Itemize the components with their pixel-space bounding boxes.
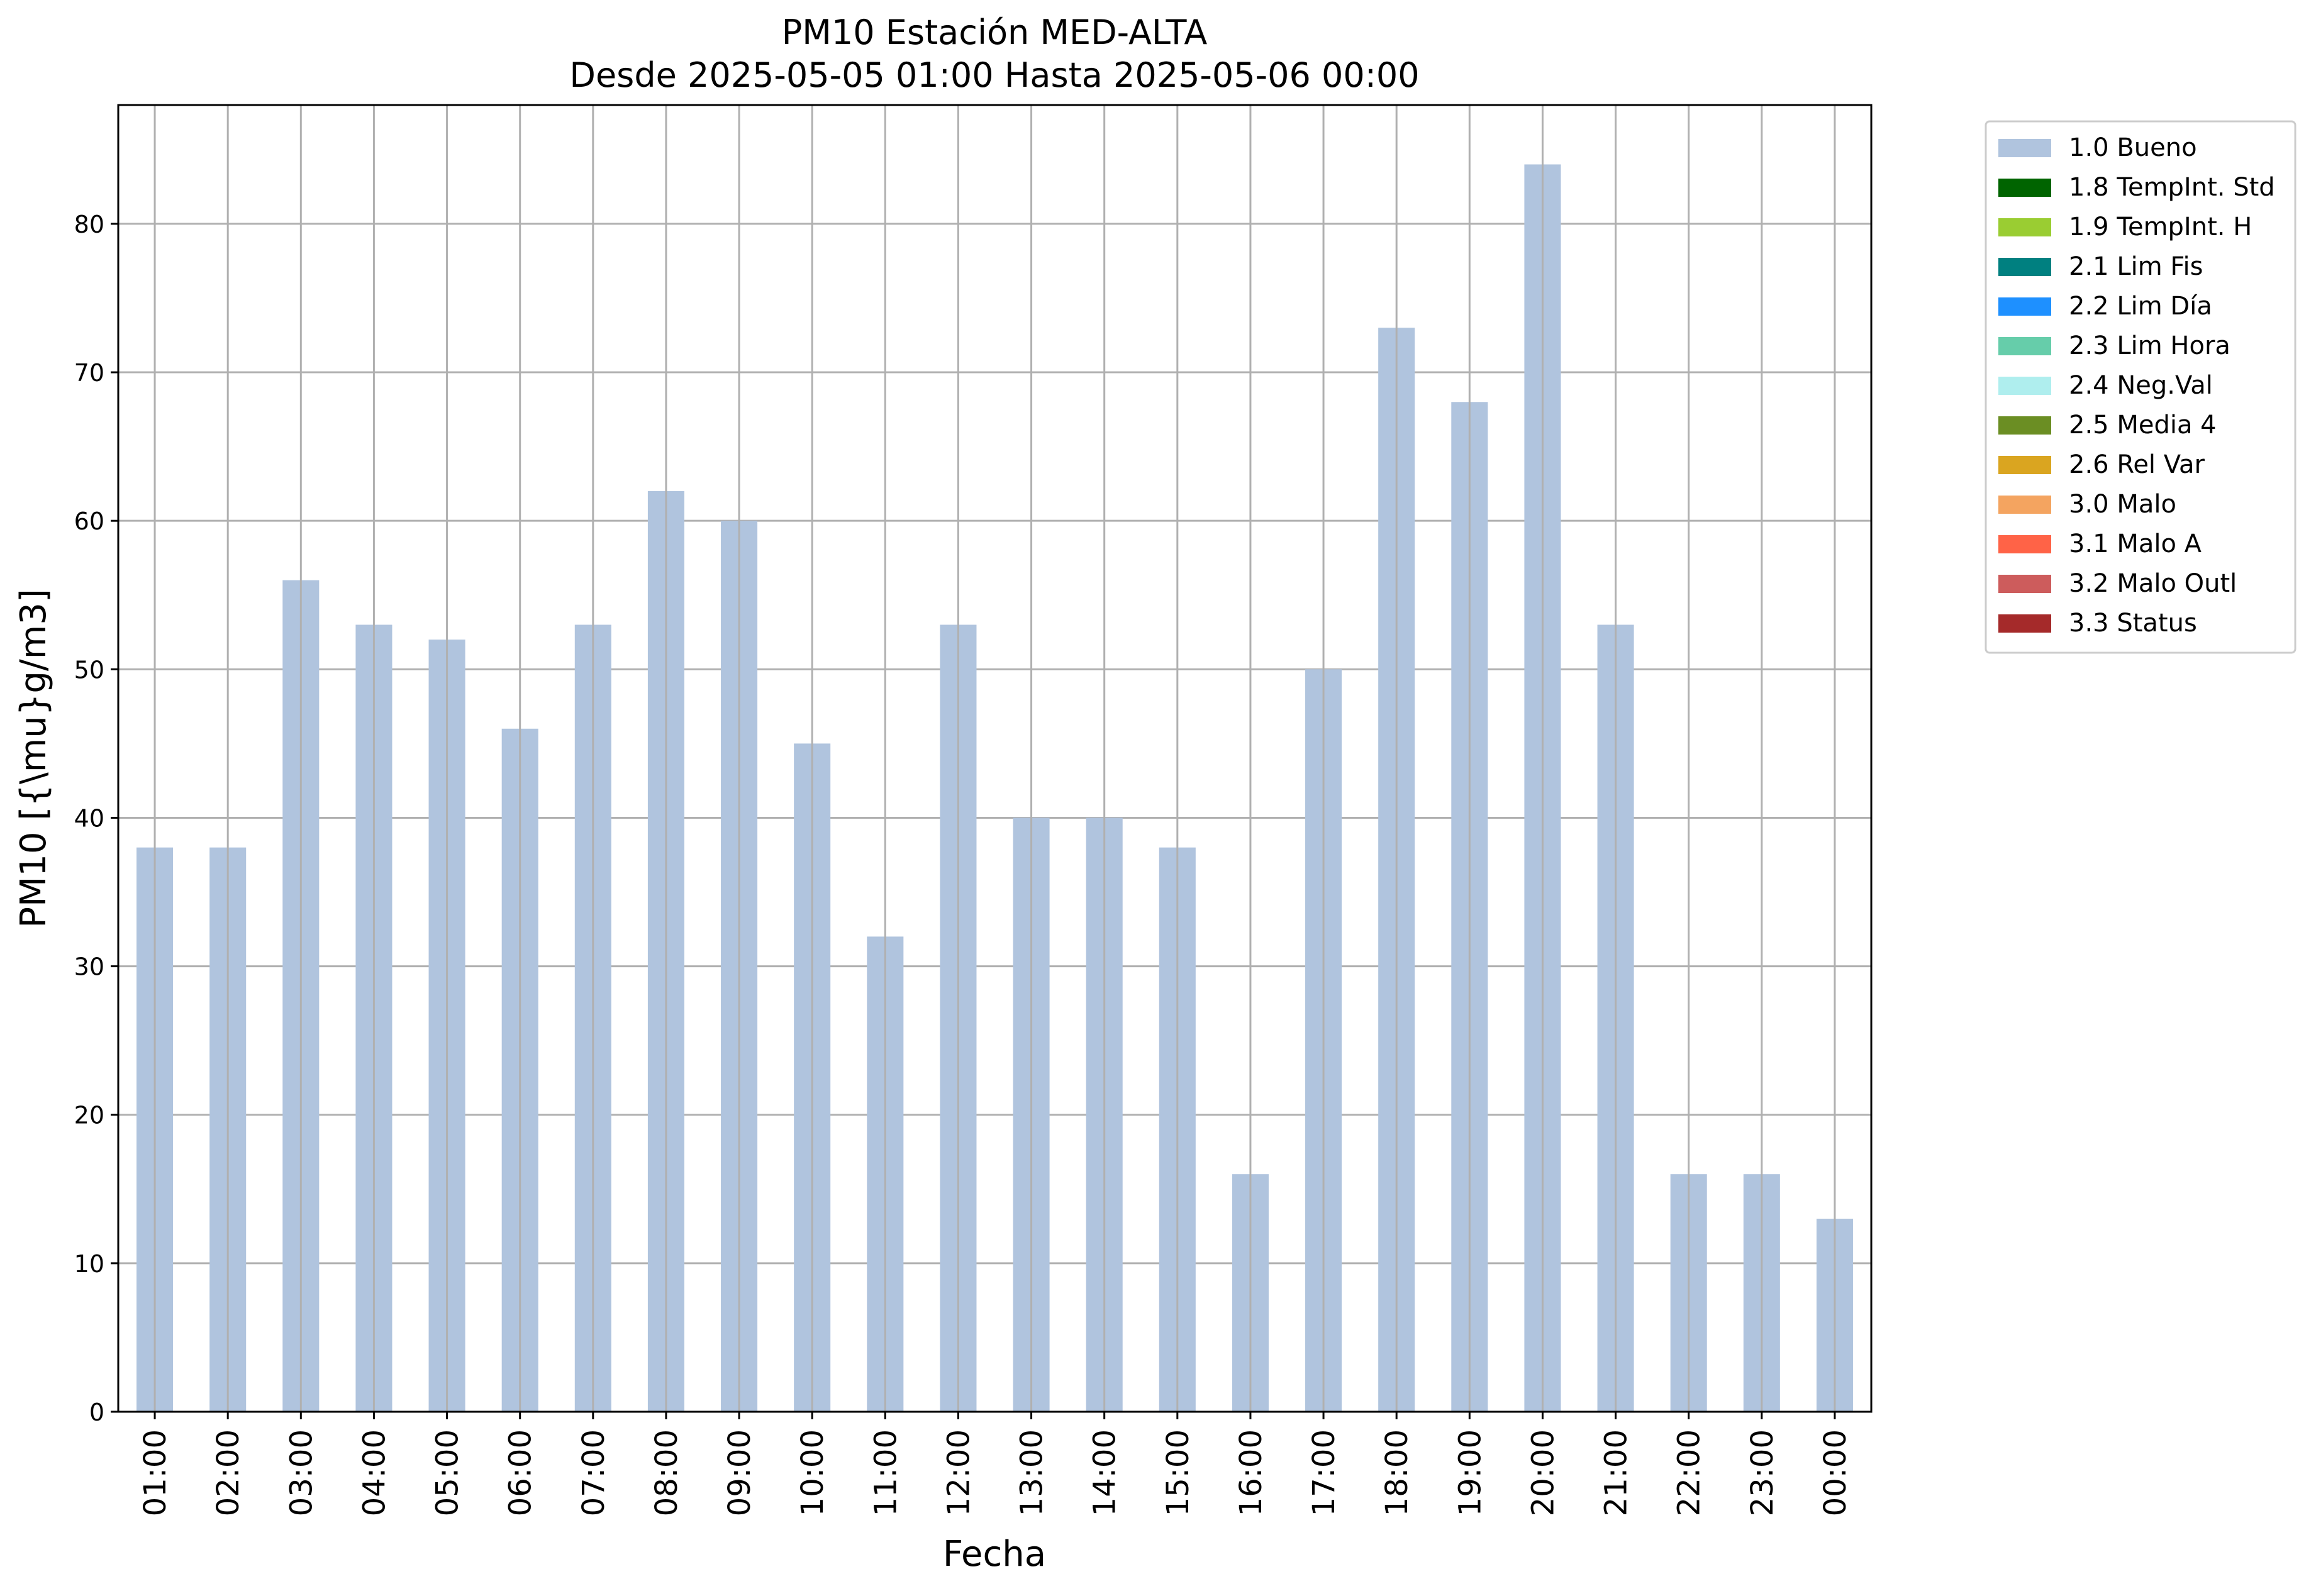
y-tick-label: 50 xyxy=(74,656,104,684)
legend: 1.0 Bueno 1.8 TempInt. Std 1.9 TempInt. H 2… xyxy=(1985,120,2297,654)
x-tick-label: 11:00 xyxy=(868,1429,903,1516)
legend-label: 2.3 Lim Hora xyxy=(2069,331,2230,360)
legend-label: 3.1 Malo A xyxy=(2069,529,2202,558)
x-tick-label: 21:00 xyxy=(1599,1429,1634,1516)
x-tick-label: 05:00 xyxy=(430,1429,465,1516)
grid-lines-overlay xyxy=(153,105,1836,1412)
x-tick-label: 01:00 xyxy=(138,1429,173,1516)
x-tick-label: 00:00 xyxy=(1818,1429,1853,1516)
y-tick-label: 10 xyxy=(74,1250,104,1278)
x-tick-label: 16:00 xyxy=(1233,1429,1269,1516)
plot-frame xyxy=(117,104,1873,1413)
legend-label: 3.2 Malo Outl xyxy=(2069,569,2237,598)
x-tick-label: 20:00 xyxy=(1525,1429,1561,1516)
legend-swatch xyxy=(1998,416,2051,435)
legend-swatch xyxy=(1998,535,2051,553)
legend-label: 1.9 TempInt. H xyxy=(2069,213,2252,241)
y-tick-label: 30 xyxy=(74,953,104,981)
y-axis-label: PM10 [{\mu}g/m3] xyxy=(13,589,54,928)
legend-label: 2.6 Rel Var xyxy=(2069,450,2205,479)
legend-label: 1.0 Bueno xyxy=(2069,133,2197,162)
legend-swatch xyxy=(1998,179,2051,197)
legend-swatch xyxy=(1998,614,2051,633)
legend-box xyxy=(1985,120,2297,654)
x-tick-label: 18:00 xyxy=(1379,1429,1415,1516)
x-tick-label: 14:00 xyxy=(1088,1429,1123,1516)
y-tick-label: 80 xyxy=(74,211,104,238)
legend-swatch xyxy=(1998,258,2051,276)
x-tick-label: 12:00 xyxy=(941,1429,976,1516)
legend-swatch xyxy=(1998,218,2051,236)
x-tick-label: 19:00 xyxy=(1452,1429,1488,1516)
x-tick-label: 13:00 xyxy=(1015,1429,1050,1516)
legend-swatch xyxy=(1998,456,2051,474)
legend-swatch xyxy=(1998,377,2051,395)
x-axis-label: Fecha xyxy=(943,1534,1046,1575)
legend-swatch xyxy=(1998,337,2051,355)
x-tick-label: 03:00 xyxy=(284,1429,319,1516)
legend-label: 2.4 Neg.Val xyxy=(2069,371,2213,400)
x-tick-label: 08:00 xyxy=(649,1429,684,1516)
legend-label: 2.1 Lim Fis xyxy=(2069,252,2203,281)
legend-label: 3.0 Malo xyxy=(2069,490,2176,519)
x-tick-label: 15:00 xyxy=(1161,1429,1196,1516)
x-tick-label: 17:00 xyxy=(1306,1429,1342,1516)
x-tick-label: 04:00 xyxy=(357,1429,392,1516)
chart-title-line1: PM10 Estación MED-ALTA xyxy=(782,13,1208,52)
grid-lines xyxy=(118,223,1871,1413)
chart-title-line2: Desde 2025-05-05 01:00 Hasta 2025-05-06 … xyxy=(569,55,1419,95)
legend-swatch xyxy=(1998,496,2051,514)
legend-label: 2.5 Media 4 xyxy=(2069,411,2217,440)
x-tick-label: 09:00 xyxy=(722,1429,757,1516)
y-tick-label: 60 xyxy=(74,507,104,535)
chart-title: PM10 Estación MED-ALTA Desde 2025-05-05 … xyxy=(569,13,1419,95)
x-tick-label: 22:00 xyxy=(1672,1429,1707,1516)
y-tick-label: 40 xyxy=(74,804,104,832)
x-tick-label: 10:00 xyxy=(795,1429,830,1516)
legend-swatch xyxy=(1998,575,2051,593)
legend-label: 1.8 TempInt. Std xyxy=(2069,173,2275,202)
legend-label: 2.2 Lim Día xyxy=(2069,292,2212,321)
x-tick-label: 02:00 xyxy=(211,1429,246,1516)
legend-label: 3.3 Status xyxy=(2069,609,2197,638)
y-tick-label: 20 xyxy=(74,1102,104,1129)
legend-swatch xyxy=(1998,139,2051,157)
x-tick-label: 06:00 xyxy=(503,1429,538,1516)
x-tick-label: 23:00 xyxy=(1745,1429,1780,1516)
bars xyxy=(136,164,1853,1412)
y-tick-label: 70 xyxy=(74,359,104,387)
y-tick-label: 0 xyxy=(89,1399,104,1426)
x-axis-ticks: 01:00 02:00 03:00 04:00 05:00 06:00 07:00 08:00… xyxy=(138,1412,1853,1516)
legend-swatch xyxy=(1998,297,2051,316)
x-tick-label: 07:00 xyxy=(576,1429,611,1516)
y-axis-ticks: 0 10 20 30 40 50 60 70 80 xyxy=(74,211,118,1426)
